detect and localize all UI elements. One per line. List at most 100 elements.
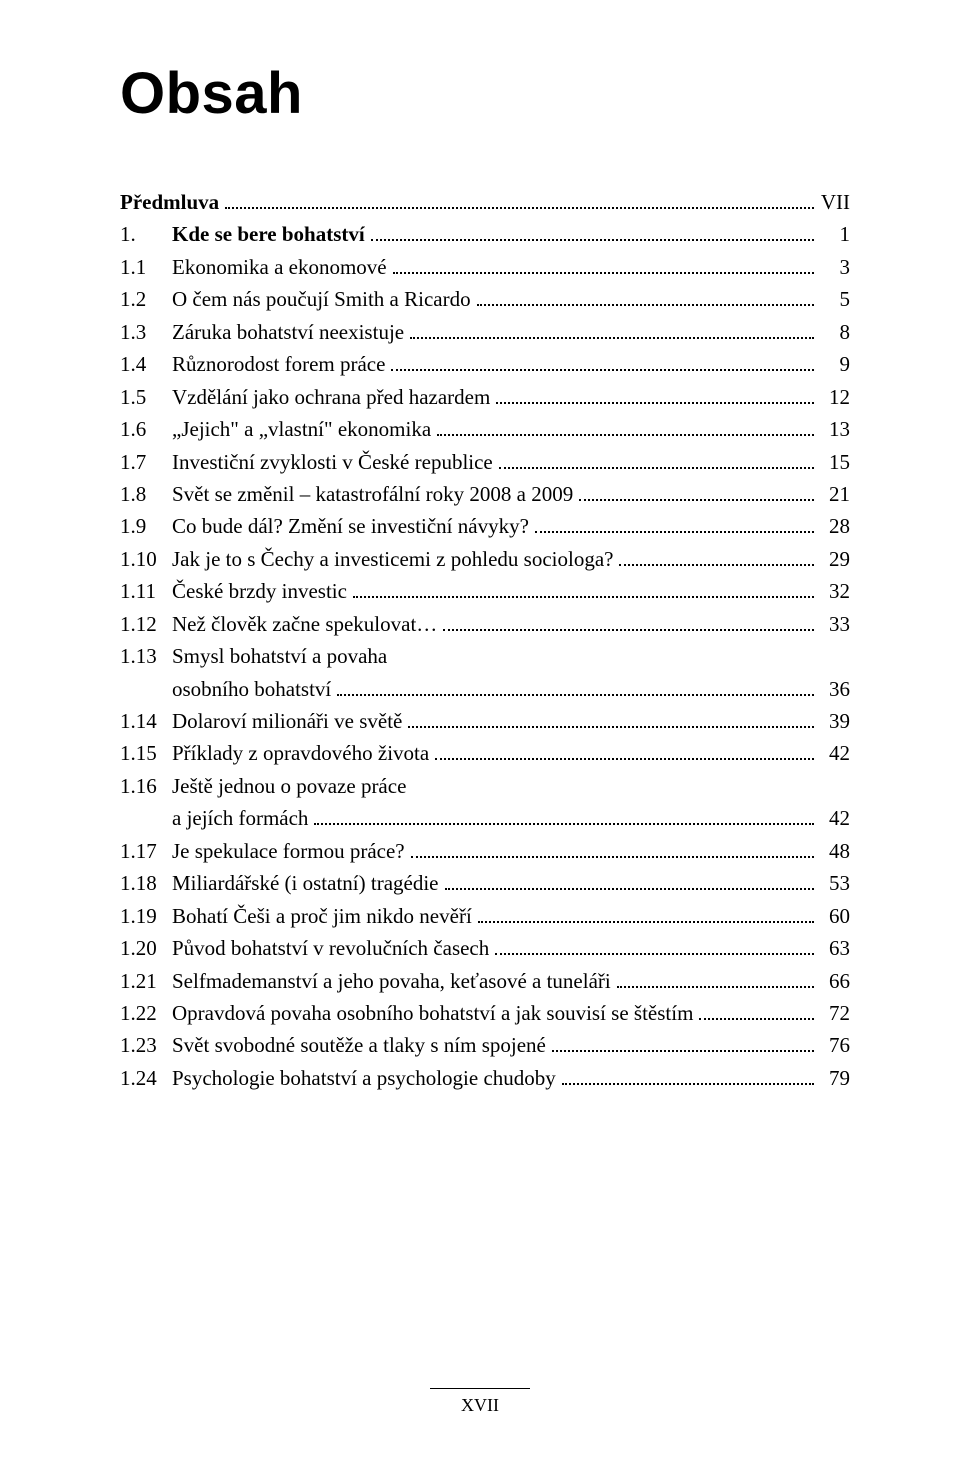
toc-number: 1.13 [120, 641, 172, 671]
toc-entry: 1.24Psychologie bohatství a psychologie … [120, 1063, 850, 1093]
toc-leader [699, 1003, 814, 1020]
toc-label: O čem nás poučují Smith a Ricardo [172, 284, 471, 314]
toc-number: 1.18 [120, 868, 172, 898]
toc-page: VII [820, 187, 850, 217]
toc-number: 1.9 [120, 511, 172, 541]
toc-label: České brzdy investic [172, 576, 347, 606]
toc-page: 9 [820, 349, 850, 379]
toc-entry: 1.18Miliardářské (i ostatní) tragédie 53 [120, 868, 850, 898]
toc-entry: 1.21Selfmademanství a jeho povaha, keťas… [120, 966, 850, 996]
toc-label: Kde se bere bohatství [172, 219, 365, 249]
toc-label: Miliardářské (i ostatní) tragédie [172, 868, 439, 898]
toc-leader [495, 938, 814, 955]
toc-entry: 1.9Co bude dál? Změní se investiční návy… [120, 511, 850, 541]
toc-entry: 1.11České brzdy investic32 [120, 576, 850, 606]
toc-number: 1. [120, 219, 172, 249]
toc-label: Ekonomika a ekonomové [172, 252, 387, 282]
toc-page: 28 [820, 511, 850, 541]
toc-label: Původ bohatství v revolučních časech [172, 933, 489, 963]
toc-label: Vzdělání jako ochrana před hazardem [172, 382, 490, 412]
toc-entry: 1.22Opravdová povaha osobního bohatství … [120, 998, 850, 1028]
toc-entry: 1.12Než člověk začne spekulovat… 33 [120, 609, 850, 639]
toc-page: 3 [820, 252, 850, 282]
toc-leader [314, 809, 814, 826]
toc-page: 53 [820, 868, 850, 898]
toc-number: 1.19 [120, 901, 172, 931]
toc-entry: 1.14Dolaroví milionáři ve světě39 [120, 706, 850, 736]
toc-number: 1.15 [120, 738, 172, 768]
toc-number: 1.4 [120, 349, 172, 379]
toc-page: 29 [820, 544, 850, 574]
toc-page: 79 [820, 1063, 850, 1093]
toc-entry: 1.19Bohatí Češi a proč jim nikdo nevěří6… [120, 901, 850, 931]
footer-rule [430, 1388, 530, 1389]
toc-number: 1.1 [120, 252, 172, 282]
toc-entry: 1.8Svět se změnil – katastrofální roky 2… [120, 479, 850, 509]
toc-label: Příklady z opravdového života [172, 738, 429, 768]
toc-label: Svět svobodné soutěže a tlaky s ním spoj… [172, 1030, 546, 1060]
toc-leader [437, 419, 814, 436]
toc-leader [408, 711, 814, 728]
toc-entry: 1.7Investiční zvyklosti v České republic… [120, 447, 850, 477]
toc-page: 5 [820, 284, 850, 314]
toc-leader [410, 322, 814, 339]
toc-label: Jak je to s Čechy a investicemi z pohled… [172, 544, 613, 574]
toc-number: 1.23 [120, 1030, 172, 1060]
page-footer: XVII [0, 1388, 960, 1416]
toc-page: 39 [820, 706, 850, 736]
toc-page: 33 [820, 609, 850, 639]
toc-entry: 1.3Záruka bohatství neexistuje8 [120, 317, 850, 347]
toc-entry: 1.4Různorodost forem práce 9 [120, 349, 850, 379]
toc-leader [391, 355, 814, 372]
toc-entry: 1.10Jak je to s Čechy a investicemi z po… [120, 544, 850, 574]
toc-page: 12 [820, 382, 850, 412]
toc-label: „Jejich" a „vlastní" ekonomika [172, 414, 431, 444]
toc-label: Předmluva [120, 187, 219, 217]
toc-entry: 1.5Vzdělání jako ochrana před hazardem 12 [120, 382, 850, 412]
toc-label: Záruka bohatství neexistuje [172, 317, 404, 347]
toc-label: Než člověk začne spekulovat… [172, 609, 437, 639]
toc-leader [478, 906, 814, 923]
toc-label: Opravdová povaha osobního bohatství a ja… [172, 998, 693, 1028]
toc-page: 42 [820, 738, 850, 768]
toc-leader [393, 257, 814, 274]
toc-number: 1.5 [120, 382, 172, 412]
toc-leader [477, 290, 814, 307]
toc-number: 1.10 [120, 544, 172, 574]
toc-page: 1 [820, 219, 850, 249]
toc-number: 1.24 [120, 1063, 172, 1093]
toc-number: 1.12 [120, 609, 172, 639]
toc-page: 13 [820, 414, 850, 444]
table-of-contents: Předmluva VII 1.Kde se bere bohatství 1 1.1E… [120, 187, 850, 1093]
toc-entry: 1.23Svět svobodné soutěže a tlaky s ním … [120, 1030, 850, 1060]
toc-label: Smysl bohatství a povaha [172, 641, 387, 671]
toc-page: 15 [820, 447, 850, 477]
toc-number: 1.16 [120, 771, 172, 801]
toc-entry: 1.6„Jejich" a „vlastní" ekonomika13 [120, 414, 850, 444]
toc-page: 63 [820, 933, 850, 963]
toc-leader [499, 452, 814, 469]
toc-label: Dolaroví milionáři ve světě [172, 706, 402, 736]
toc-entry: 1.20Původ bohatství v revolučních časech… [120, 933, 850, 963]
toc-leader [552, 1036, 814, 1053]
toc-number: 1.21 [120, 966, 172, 996]
toc-leader [445, 874, 815, 891]
toc-entry: 1.16Ještě jednou o povaze práce [120, 771, 850, 801]
toc-label: Ještě jednou o povaze práce [172, 771, 406, 801]
toc-page: 21 [820, 479, 850, 509]
toc-label: Psychologie bohatství a psychologie chud… [172, 1063, 556, 1093]
toc-leader [579, 484, 814, 501]
toc-number: 1.2 [120, 284, 172, 314]
toc-entry: 1.13Smysl bohatství a povaha [120, 641, 850, 671]
page-title: Obsah [120, 60, 850, 127]
toc-leader [619, 549, 814, 566]
toc-page: 76 [820, 1030, 850, 1060]
toc-label: Různorodost forem práce [172, 349, 385, 379]
toc-page: 48 [820, 836, 850, 866]
toc-entry: 1.Kde se bere bohatství 1 [120, 219, 850, 249]
toc-leader [443, 614, 814, 631]
toc-label: Bohatí Češi a proč jim nikdo nevěří [172, 901, 472, 931]
toc-leader [617, 971, 814, 988]
toc-leader [535, 517, 814, 534]
toc-number: 1.17 [120, 836, 172, 866]
